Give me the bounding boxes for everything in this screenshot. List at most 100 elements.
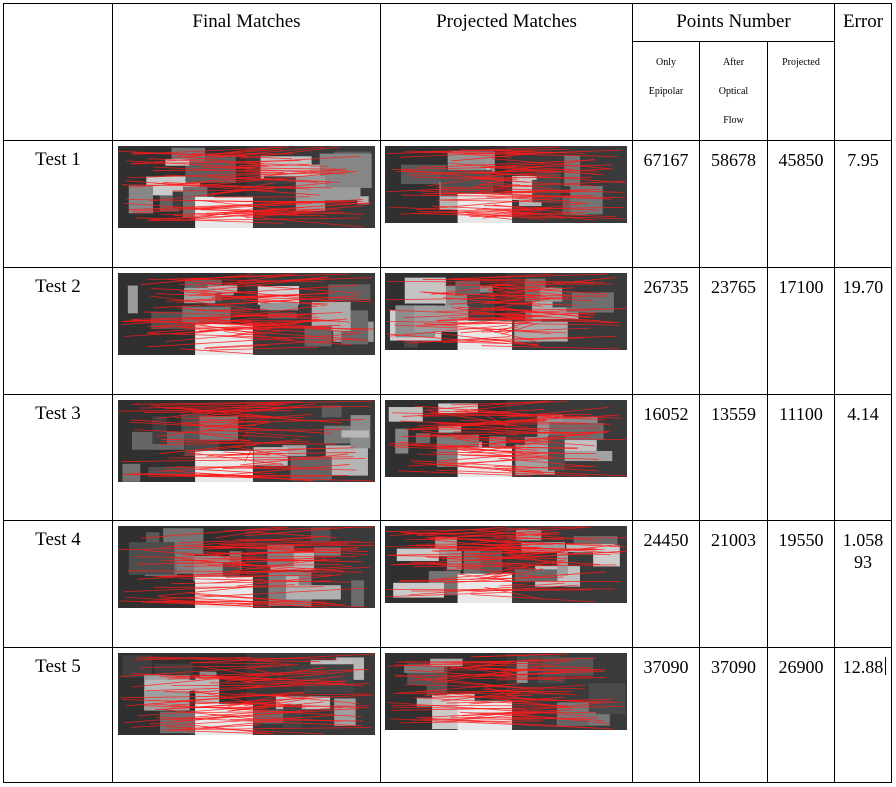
error-line: 19.70 <box>842 277 884 297</box>
match-line <box>482 207 595 221</box>
cell-only-epipolar: 16052 <box>643 404 689 424</box>
match-line <box>437 312 596 321</box>
match-line <box>471 543 622 554</box>
match-line <box>441 688 545 702</box>
subheader-line: After <box>722 57 745 68</box>
match-line <box>450 401 567 406</box>
match-line <box>134 429 285 439</box>
row-label: Test 4 <box>35 529 81 550</box>
scene-block <box>145 679 198 691</box>
match-line <box>461 454 599 460</box>
match-line <box>419 291 593 302</box>
match-line <box>225 540 361 545</box>
match-line <box>238 658 279 663</box>
match-line <box>202 551 256 556</box>
match-line <box>493 670 605 677</box>
match-line <box>405 537 627 541</box>
grid-line <box>380 3 381 783</box>
match-line <box>439 152 618 157</box>
match-line <box>126 160 254 168</box>
scene-block <box>321 405 342 418</box>
match-line <box>216 554 253 567</box>
match-line <box>472 676 591 680</box>
scene-block <box>404 664 445 673</box>
match-line <box>386 146 559 155</box>
match-line <box>496 149 623 155</box>
row-label: Test 3 <box>35 403 81 424</box>
scene-block <box>268 312 297 319</box>
scene-block <box>260 302 298 311</box>
scene-block <box>152 416 168 444</box>
scene-block <box>286 576 299 593</box>
match-line <box>484 686 522 700</box>
scene-block <box>310 187 361 201</box>
match-line <box>174 406 300 421</box>
scene-block <box>455 280 480 295</box>
match-line <box>147 326 375 330</box>
match-line <box>426 173 510 187</box>
projected-matches-image <box>385 400 627 477</box>
match-line <box>129 421 262 430</box>
match-line <box>120 693 368 699</box>
match-line <box>498 457 592 468</box>
match-line <box>412 716 545 721</box>
match-line <box>387 280 595 284</box>
match-line <box>220 544 375 546</box>
match-line <box>407 458 550 467</box>
match-line <box>387 657 596 667</box>
match-line <box>421 192 536 195</box>
match-line <box>169 557 288 570</box>
scene-block <box>438 403 478 414</box>
match-line <box>414 564 617 567</box>
match-line <box>387 309 550 318</box>
match-line <box>164 405 370 409</box>
match-line <box>222 465 297 470</box>
error-line: 93 <box>854 552 872 572</box>
match-line <box>182 452 356 456</box>
match-line <box>137 703 292 717</box>
match-line <box>163 174 318 183</box>
scene-block <box>122 463 141 482</box>
match-line <box>196 418 271 430</box>
match-line <box>459 419 587 424</box>
match-line <box>145 683 370 692</box>
match-line <box>209 170 357 186</box>
match-line <box>494 465 518 468</box>
scene-block <box>566 292 614 313</box>
scene-block <box>334 698 356 726</box>
match-line <box>190 653 375 664</box>
match-line <box>466 213 626 220</box>
match-line <box>394 562 569 566</box>
match-line <box>388 555 568 559</box>
match-line <box>399 531 565 541</box>
match-line <box>457 400 551 412</box>
match-line <box>161 440 337 445</box>
match-line <box>492 338 540 347</box>
match-line <box>437 194 595 201</box>
grid-line <box>891 3 892 783</box>
match-line <box>501 322 538 335</box>
scene-block <box>446 550 462 571</box>
cell-projected: 45850 <box>778 150 824 170</box>
match-line <box>426 533 560 539</box>
match-line <box>149 295 254 310</box>
grid-line <box>3 140 892 141</box>
match-line <box>481 345 619 350</box>
cell-after-optical-flow: 21003 <box>711 530 756 550</box>
match-line <box>208 564 318 574</box>
match-line <box>230 405 337 412</box>
grid-line <box>632 41 835 42</box>
match-line <box>233 213 325 217</box>
scene-block <box>290 456 332 481</box>
scene-block <box>127 285 138 314</box>
row-label: Test 5 <box>35 656 81 677</box>
scene-block <box>588 683 626 715</box>
cell-after-optical-flow: 58678 <box>711 150 756 170</box>
match-line <box>399 441 538 451</box>
match-line <box>173 545 368 552</box>
match-line <box>482 688 577 696</box>
match-line <box>223 331 292 341</box>
match-line <box>449 335 616 341</box>
match-line <box>385 180 625 193</box>
match-line <box>411 561 537 569</box>
